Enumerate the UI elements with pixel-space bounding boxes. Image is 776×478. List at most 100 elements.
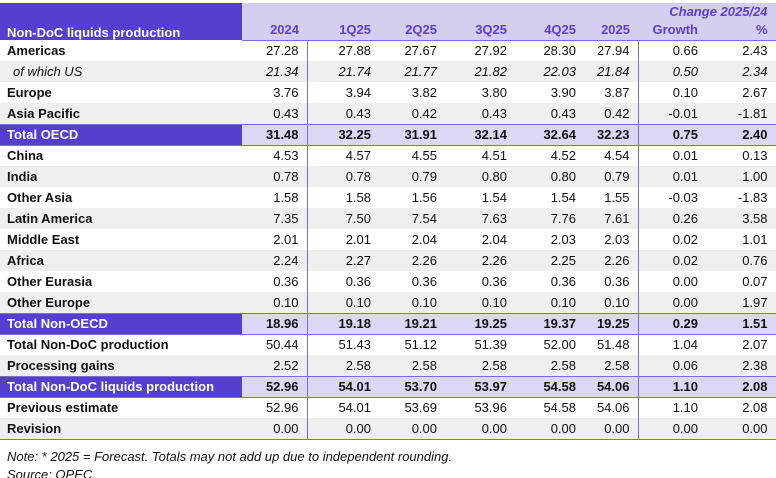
cell-4q25: 2.58 <box>515 355 584 376</box>
cell-1q25: 54.01 <box>307 397 379 418</box>
table-row: Revision 0.00 0.00 0.00 0.00 0.00 0.00 0.00 0.00 <box>0 418 776 440</box>
row-label: Processing gains <box>0 355 242 376</box>
table-row: Total Non-DoC liquids production 52.96 54.… <box>0 375 776 398</box>
cell--: 2.08 <box>706 397 776 418</box>
change-2025-24-header: Change 2025/24 <box>242 3 776 19</box>
cell-2024: 3.76 <box>242 82 308 103</box>
cell-3q25: 0.36 <box>445 271 515 292</box>
cell--: 1.01 <box>706 229 776 250</box>
row-label: Other Eurasia <box>0 271 242 292</box>
cell-4q25: 52.00 <box>515 334 584 355</box>
column-header-1q25: 1Q25 <box>307 19 379 41</box>
cell-3q25: 4.51 <box>445 145 515 166</box>
cell-2025: 2.03 <box>584 229 639 250</box>
table-row: Africa 2.24 2.27 2.26 2.26 2.25 2.26 0.02 0.76 <box>0 250 776 271</box>
cell--: 1.00 <box>706 166 776 187</box>
table-row: of which US 21.34 21.74 21.77 21.82 22.03 21.8… <box>0 61 776 82</box>
column-header-growth: Growth <box>638 19 706 41</box>
cell-4q25: 32.64 <box>515 123 584 146</box>
cell-2024: 0.36 <box>242 271 308 292</box>
cell-2024: 52.96 <box>242 375 308 398</box>
row-label: Other Europe <box>0 292 242 313</box>
cell-growth: 0.06 <box>638 355 706 376</box>
row-label: Asia Pacific <box>0 103 242 124</box>
cell-2024: 0.00 <box>242 418 308 440</box>
cell-3q25: 51.39 <box>445 334 515 355</box>
cell-2024: 27.28 <box>242 40 308 61</box>
cell-1q25: 19.18 <box>307 312 379 335</box>
cell-1q25: 54.01 <box>307 375 379 398</box>
cell--: 2.34 <box>706 61 776 82</box>
cell-growth: 0.29 <box>638 312 706 335</box>
cell--: 2.40 <box>706 123 776 146</box>
cell-2024: 4.53 <box>242 145 308 166</box>
cell-2025: 0.79 <box>584 166 639 187</box>
table-body: Americas 27.28 27.88 27.67 27.92 28.30 27.94 0.… <box>0 40 776 440</box>
cell-1q25: 2.58 <box>307 355 379 376</box>
cell--: 2.67 <box>706 82 776 103</box>
cell-2025: 19.25 <box>584 312 639 335</box>
cell-2q25: 0.42 <box>379 103 445 124</box>
cell-growth: 1.04 <box>638 334 706 355</box>
table-row: Total OECD 31.48 32.25 31.91 32.14 32.64 32.23… <box>0 123 776 146</box>
cell-1q25: 2.01 <box>307 229 379 250</box>
cell-2q25: 51.12 <box>379 334 445 355</box>
cell-1q25: 21.74 <box>307 61 379 82</box>
cell-1q25: 0.10 <box>307 292 379 313</box>
cell--: 2.43 <box>706 40 776 61</box>
cell--: 2.08 <box>706 375 776 398</box>
table-row: Processing gains 2.52 2.58 2.58 2.58 2.58 2.58… <box>0 355 776 376</box>
cell-2024: 50.44 <box>242 334 308 355</box>
cell-3q25: 0.43 <box>445 103 515 124</box>
cell-2q25: 0.79 <box>379 166 445 187</box>
cell-3q25: 2.26 <box>445 250 515 271</box>
cell-2q25: 0.10 <box>379 292 445 313</box>
cell-2q25: 53.70 <box>379 375 445 398</box>
cell-4q25: 0.10 <box>515 292 584 313</box>
cell-growth: 0.00 <box>638 271 706 292</box>
row-label: India <box>0 166 242 187</box>
cell-3q25: 2.04 <box>445 229 515 250</box>
cell-3q25: 1.54 <box>445 187 515 208</box>
cell-2025: 0.10 <box>584 292 639 313</box>
cell-4q25: 3.90 <box>515 82 584 103</box>
cell-4q25: 0.43 <box>515 103 584 124</box>
column-header-2q25: 2Q25 <box>379 19 445 41</box>
cell-2q25: 3.82 <box>379 82 445 103</box>
column-header-3q25: 3Q25 <box>445 19 515 41</box>
row-label: Latin America <box>0 208 242 229</box>
footnote: Note: * 2025 = Forecast. Totals may not … <box>7 448 453 464</box>
cell--: 3.58 <box>706 208 776 229</box>
cell-3q25: 19.25 <box>445 312 515 335</box>
cell-growth: 0.00 <box>638 292 706 313</box>
cell-2q25: 53.69 <box>379 397 445 418</box>
cell-2024: 2.24 <box>242 250 308 271</box>
table-header: Non-DoC liquids production Change 2025/2… <box>0 3 776 41</box>
table-row: Europe 3.76 3.94 3.82 3.80 3.90 3.87 0.10 2.67 <box>0 82 776 103</box>
table-row: Previous estimate 52.96 54.01 53.69 53.96 54.… <box>0 397 776 418</box>
cell--: 2.38 <box>706 355 776 376</box>
table-row: China 4.53 4.57 4.55 4.51 4.52 4.54 0.01 0.13 <box>0 145 776 166</box>
cell-growth: -0.03 <box>638 187 706 208</box>
cell--: 1.97 <box>706 292 776 313</box>
cell-2024: 21.34 <box>242 61 308 82</box>
cell-2024: 1.58 <box>242 187 308 208</box>
table-row: Middle East 2.01 2.01 2.04 2.04 2.03 2.03 0.02 1… <box>0 229 776 250</box>
cell-2024: 0.78 <box>242 166 308 187</box>
cell-3q25: 2.58 <box>445 355 515 376</box>
row-label: Total Non-DoC liquids production <box>0 375 242 398</box>
cell-1q25: 51.43 <box>307 334 379 355</box>
cell-4q25: 4.52 <box>515 145 584 166</box>
cell-growth: 1.10 <box>638 375 706 398</box>
cell-2024: 2.52 <box>242 355 308 376</box>
row-label: Total Non-DoC production <box>0 334 242 355</box>
change-header-row: Non-DoC liquids production Change 2025/2… <box>0 3 776 40</box>
cell-2025: 2.58 <box>584 355 639 376</box>
cell-2024: 2.01 <box>242 229 308 250</box>
row-label: Middle East <box>0 229 242 250</box>
cell-1q25: 0.00 <box>307 418 379 440</box>
cell-growth: 0.75 <box>638 123 706 146</box>
row-label: Africa <box>0 250 242 271</box>
table-row: Total Non-DoC production 50.44 51.43 51.12 5… <box>0 334 776 355</box>
